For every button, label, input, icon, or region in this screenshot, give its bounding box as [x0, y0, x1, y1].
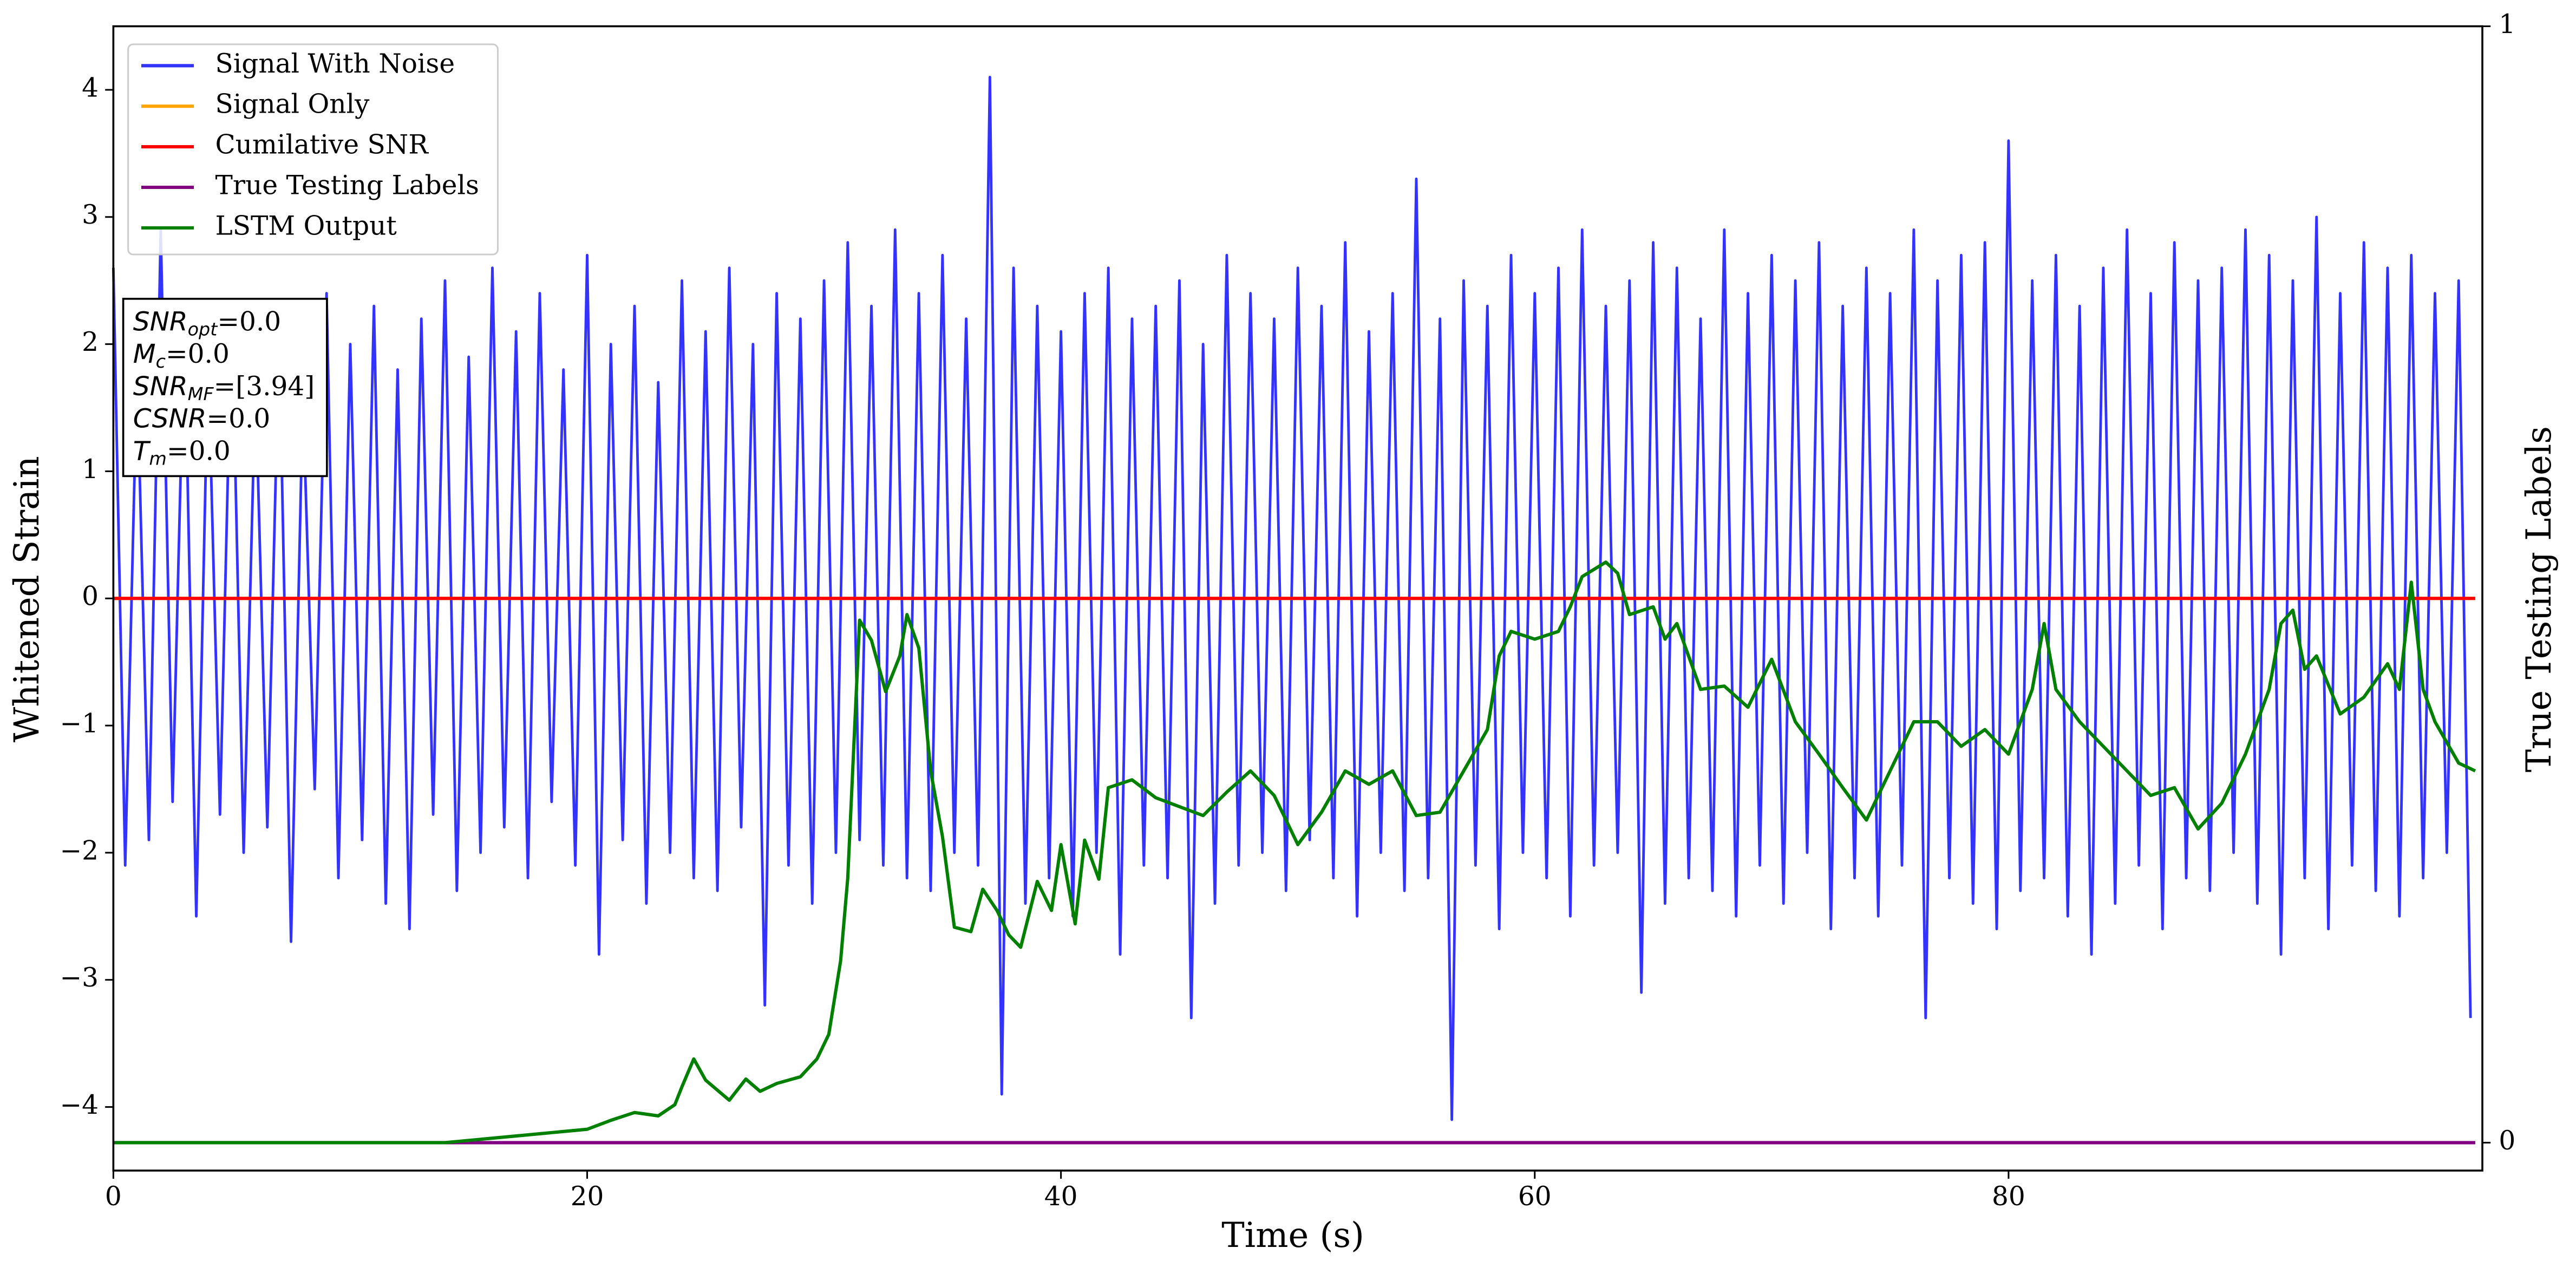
annotation-symbol: M [133, 339, 156, 369]
y-tick-label: −4 [60, 1090, 99, 1120]
y-tick-label: 3 [82, 200, 99, 230]
y-tick-label: 2 [82, 327, 99, 357]
annotation-box [122, 298, 328, 478]
x-tick-label: 40 [1044, 1181, 1078, 1212]
x-tick-label: 80 [1992, 1181, 2025, 1212]
plot-area [112, 76, 2476, 1145]
annotation-line: Tm=0.0 [133, 436, 231, 469]
annotation-value: =0.0 [166, 339, 230, 369]
annotation-value: =[3.94] [214, 371, 315, 401]
legend-label: Signal Only [215, 89, 370, 120]
annotation-value: =0.0 [206, 403, 270, 434]
legend-box [127, 43, 499, 256]
annotation-line: CSNR=0.0 [133, 403, 270, 434]
x-tick-label: 0 [105, 1181, 122, 1212]
y-axis-label: Whitened Strain [7, 456, 47, 742]
annotation-symbol: SNR [133, 306, 188, 337]
y-tick-label: −2 [60, 835, 99, 866]
legend-label: Cumilative SNR [215, 130, 429, 160]
series-line [113, 560, 2476, 1145]
annotation-value: =0.0 [217, 306, 281, 337]
annotation-value: =0.0 [167, 436, 231, 466]
y2-tick-label: 0 [2499, 1126, 2515, 1156]
y-tick-label: 0 [82, 582, 99, 612]
y-tick-label: −3 [60, 963, 99, 993]
x-tick-label: 60 [1518, 1181, 1552, 1212]
y-tick-label: 4 [82, 73, 99, 103]
x-tick-label: 20 [571, 1181, 604, 1212]
y2-axis-label: True Testing Labels [2519, 426, 2559, 772]
annotation-line: Mc=0.0 [133, 339, 230, 372]
annotation-symbol: T [133, 436, 151, 466]
annotation-subscript: opt [188, 318, 219, 339]
legend-label: Signal With Noise [215, 49, 455, 79]
y-tick-label: 1 [82, 454, 99, 485]
annotation-subscript: c [156, 351, 166, 372]
legend-label: True Testing Labels [215, 170, 479, 200]
y-tick-label: −1 [60, 709, 99, 739]
x-axis-label: Time (s) [1221, 1216, 1364, 1256]
annotation-symbol: CSNR [133, 404, 207, 434]
annotation-line: SNRMF=[3.94] [133, 371, 315, 404]
annotation-subscript: m [149, 448, 167, 469]
legend-label: LSTM Output [215, 211, 397, 241]
annotation-line: SNRopt=0.0 [133, 306, 281, 339]
annotation-symbol: SNR [133, 371, 188, 402]
series-line [112, 76, 2472, 1121]
y2-tick-label: 1 [2499, 9, 2515, 40]
annotation-subscript: MF [188, 383, 214, 404]
